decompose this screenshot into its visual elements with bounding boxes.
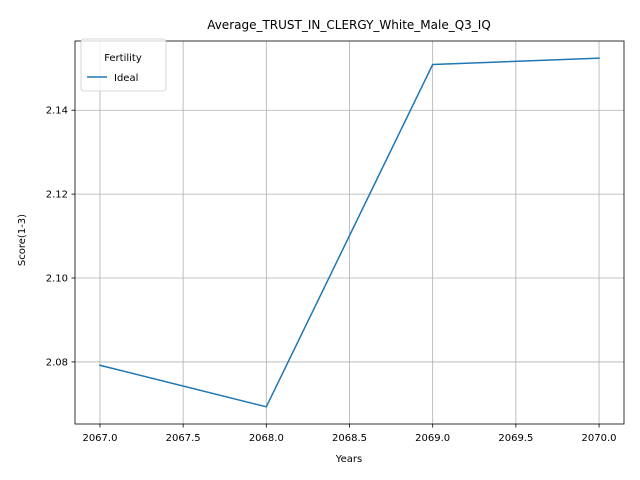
series-line-ideal bbox=[99, 57, 600, 408]
y-tick-label: 2.12 bbox=[46, 190, 68, 201]
y-axis-label: Score(1-3) bbox=[17, 214, 28, 266]
y-axis-ticks: 2.08 2.10 2.12 2.14 bbox=[46, 106, 75, 368]
x-tick-label: 2069.5 bbox=[498, 433, 533, 444]
series-layer bbox=[99, 57, 600, 408]
chart-title: Average_TRUST_IN_CLERGY_White_Male_Q3_IQ bbox=[207, 18, 491, 32]
x-tick-label: 2067.5 bbox=[166, 433, 201, 444]
grid bbox=[75, 41, 624, 424]
x-tick-label: 2068.0 bbox=[249, 433, 284, 444]
x-tick-label: 2067.0 bbox=[82, 433, 117, 444]
x-axis-ticks: 2067.0 2067.5 2068.0 2068.5 2069.0 2069.5 2070… bbox=[82, 424, 617, 444]
y-tick-label: 2.14 bbox=[46, 106, 68, 117]
legend-title: Fertility bbox=[104, 53, 142, 64]
y-tick-label: 2.08 bbox=[46, 357, 68, 368]
x-tick-label: 2068.5 bbox=[332, 433, 367, 444]
x-axis-label: Years bbox=[335, 454, 362, 465]
x-tick-label: 2069.0 bbox=[415, 433, 450, 444]
y-tick-label: 2.10 bbox=[46, 274, 68, 285]
legend-box bbox=[80, 38, 167, 92]
legend: Fertility Ideal bbox=[80, 38, 167, 92]
x-tick-label: 2070.0 bbox=[582, 433, 617, 444]
legend-entry-ideal: Ideal bbox=[114, 73, 138, 84]
